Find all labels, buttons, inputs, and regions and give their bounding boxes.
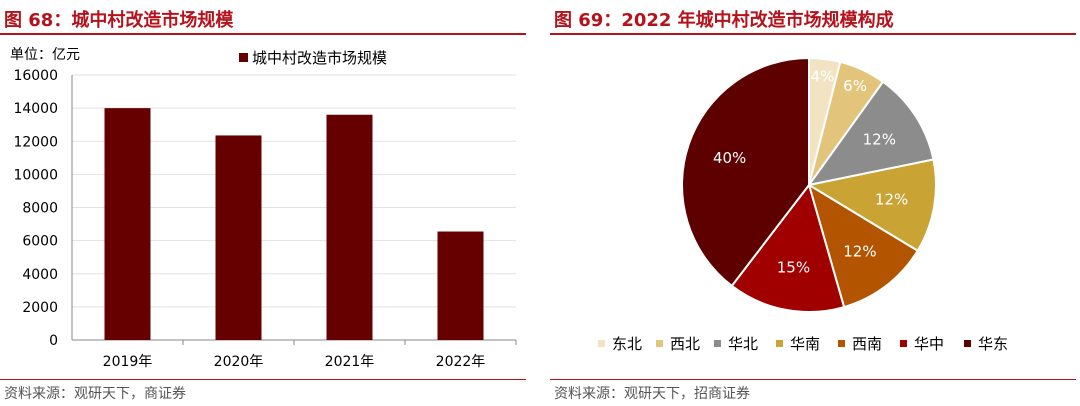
bar [215, 135, 262, 340]
slice-label: 15% [777, 258, 810, 276]
left-title-rule [0, 33, 526, 35]
legend-label: 西北 [670, 335, 700, 353]
pie-slice [681, 56, 810, 288]
left-source-rule [0, 379, 526, 380]
slice-label: 12% [875, 190, 908, 208]
right-title-rule [550, 33, 1076, 35]
legend-label: 城中村改造市场规模 [252, 49, 387, 67]
y-tick-label: 2000 [22, 300, 58, 316]
slice-label: 40% [713, 149, 746, 167]
legend-label: 华北 [728, 335, 758, 353]
y-tick-label: 16000 [13, 68, 58, 84]
unit-label: 单位：亿元 [10, 47, 80, 63]
legend-label: 华东 [978, 335, 1008, 353]
legend-swatch [239, 53, 248, 62]
legend-swatch [838, 340, 845, 347]
slice-label: 12% [863, 130, 896, 148]
x-tick-label: 2020年 [214, 354, 264, 370]
x-tick-label: 2022年 [436, 354, 486, 370]
legend-label: 华中 [914, 335, 944, 353]
right-figure-title: 图 69：2022 年城中村改造市场规模构成 [554, 10, 894, 31]
right-source-rule [550, 379, 1076, 380]
right-figure-panel: 图 69：2022 年城中村改造市场规模构成 4% 6% 12% 12% 12% 15% 4… [550, 0, 1080, 406]
legend-swatch [776, 340, 783, 347]
pie-slice [806, 158, 937, 253]
y-tick-label: 4000 [22, 267, 58, 283]
y-tick-label: 14000 [13, 101, 58, 117]
y-tick-label: 6000 [22, 234, 58, 250]
y-tick-label: 0 [49, 333, 58, 349]
left-source-note: 资料来源：观研天下，商证券 [4, 386, 186, 402]
legend-swatch [714, 340, 721, 347]
x-tick-label: 2019年 [103, 354, 153, 370]
slice-label: 12% [843, 243, 876, 261]
pie-slice [730, 182, 846, 313]
bar [326, 114, 373, 340]
legend-swatch [964, 340, 971, 347]
legend-label: 东北 [612, 335, 642, 353]
pie-chart: 4% 6% 12% 12% 12% 15% 40% 东北 西北 华北 华南 西南 华中 华东 [598, 56, 1008, 353]
bar-chart: 单位：亿元 0 2000 4000 6000 8000 10000 12000 14000 160… [10, 47, 517, 370]
y-tick-label: 10000 [13, 167, 58, 183]
legend-label: 华南 [790, 335, 820, 353]
y-tick-label: 8000 [22, 201, 58, 217]
bar [437, 231, 484, 340]
slice-label: 4% [811, 68, 835, 86]
pie-slice [806, 80, 935, 187]
legend-label: 西南 [852, 335, 882, 353]
left-figure-panel: 图 68：城中村改造市场规模 单位：亿元 0 2000 4000 6000 8000 100… [0, 0, 530, 406]
left-figure-title: 图 68：城中村改造市场规模 [4, 10, 234, 31]
right-source-note: 资料来源：观研天下，招商证券 [554, 386, 750, 402]
legend-swatch [598, 340, 605, 347]
x-tick-label: 2021年 [325, 354, 375, 370]
legend-swatch [900, 340, 907, 347]
legend-swatch [656, 340, 663, 347]
y-tick-label: 12000 [13, 134, 58, 150]
bar [104, 108, 151, 340]
slice-label: 6% [843, 77, 867, 95]
